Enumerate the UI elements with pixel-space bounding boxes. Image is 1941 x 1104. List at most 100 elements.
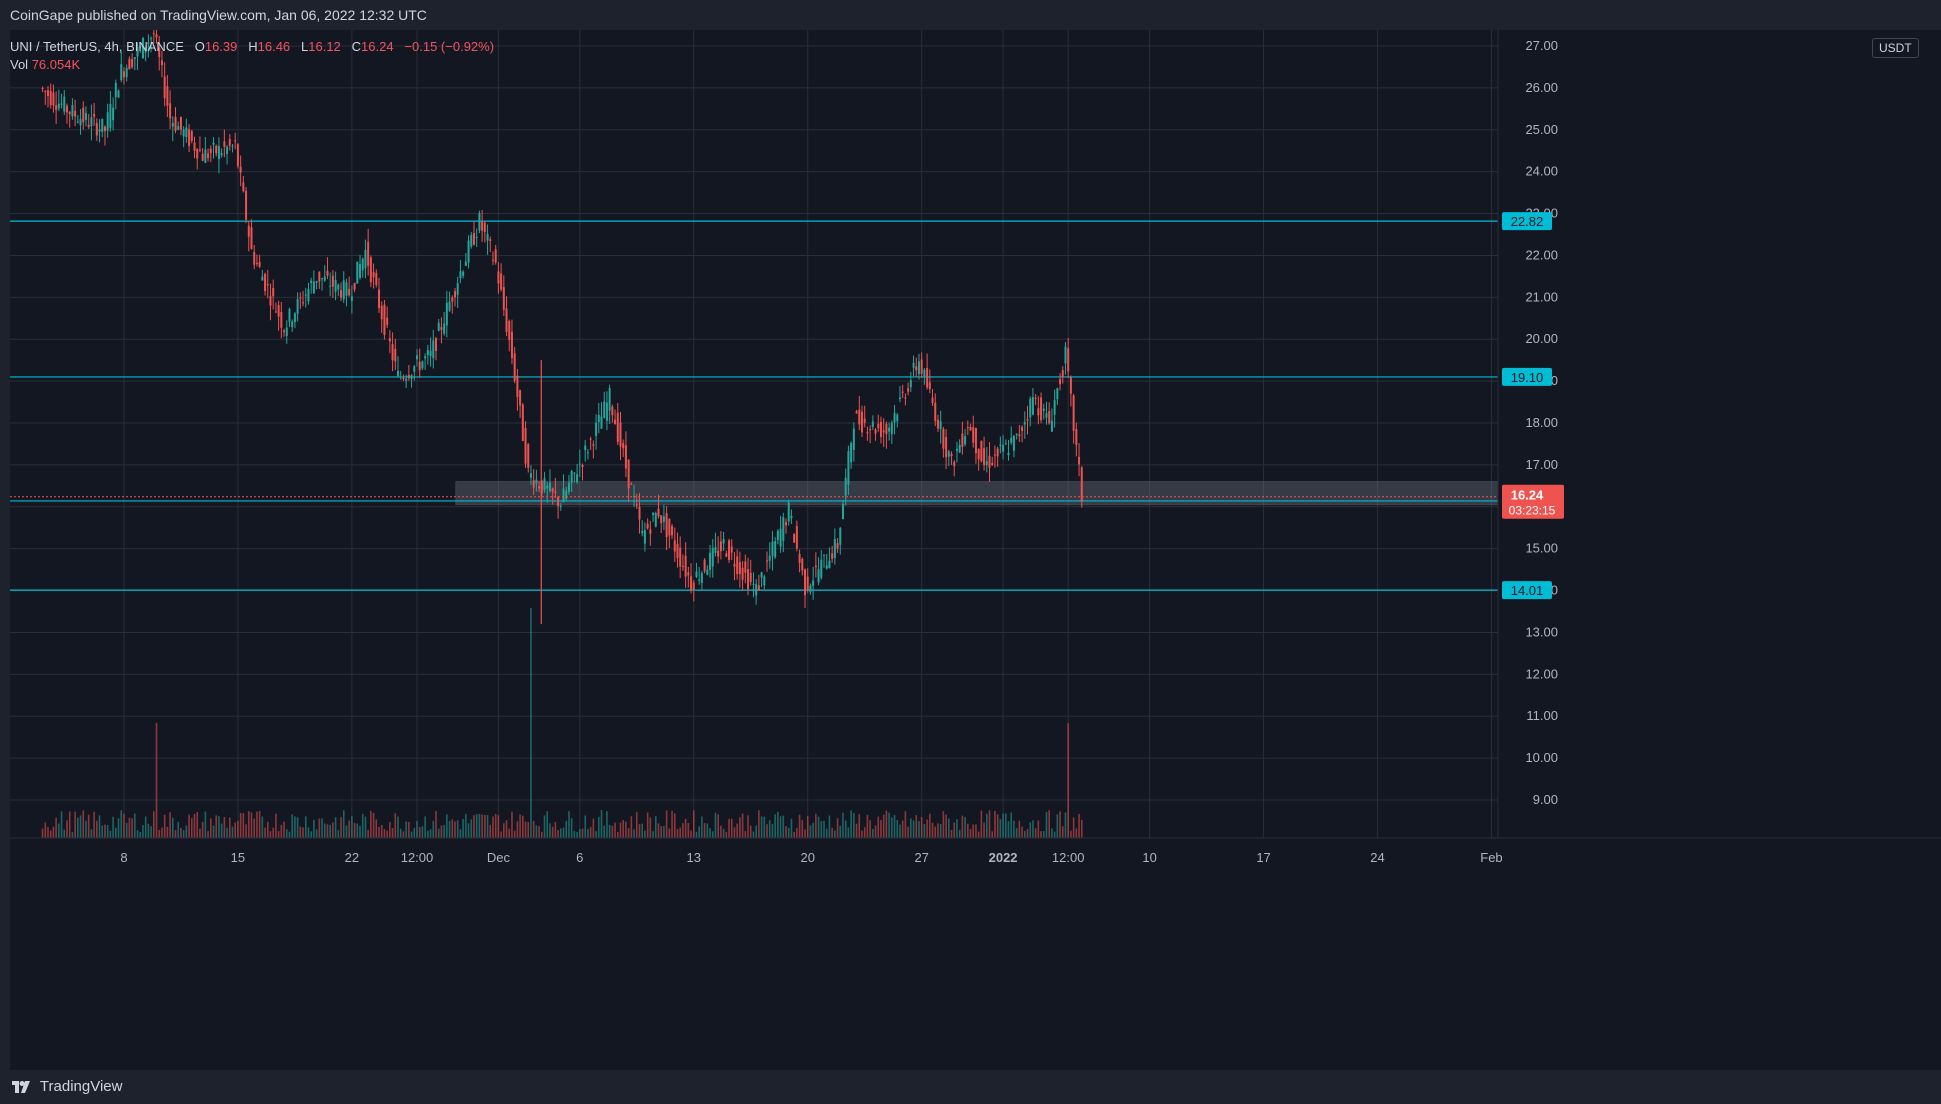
volume-bar [858,814,861,838]
volume-bar [627,828,630,838]
close-label: C [351,39,362,54]
volume-bar [825,828,828,838]
candle-body [1067,348,1070,372]
candlestick-chart[interactable]: 27.0026.0025.0024.0023.0022.0021.0020.00… [10,30,1941,1070]
candle-body [652,513,655,516]
volume-bar [96,820,98,838]
candle-body [654,513,657,527]
candle-body [369,257,372,283]
candle-body [841,503,844,520]
candle-body [103,126,106,132]
volume-bar [391,827,394,838]
time-tick-label: 15 [231,850,245,865]
volume-bar [579,829,581,838]
candle-body [985,461,988,465]
volume-bar [714,812,717,838]
volume-bar [576,831,578,838]
candle-body [988,455,991,468]
candle-body [907,388,910,392]
volume-bar [549,823,551,838]
candle-body [55,105,58,110]
volume-bar [1029,822,1032,838]
volume-bar [698,826,700,838]
symbol-name[interactable]: UNI / TetherUS, 4h, BINANCE [10,39,184,54]
candle-body [413,366,416,372]
volume-bar [163,814,166,838]
candle-body [302,302,305,304]
volume-bar [760,816,763,838]
candle-body [928,382,931,390]
candle-body [703,559,706,571]
candle-body [508,320,511,340]
volume-bar [489,824,492,838]
level-tag-label: 14.01 [1511,583,1544,598]
volume-bar [595,831,597,838]
volume-bar [828,815,831,838]
volume-bar [55,817,57,838]
volume-bar [315,829,318,838]
candle-body [150,38,153,40]
volume-bar [717,814,719,838]
volume-bar [1045,811,1048,838]
volume-bar [793,831,795,838]
candle-body [74,110,77,117]
volume-bar [180,828,182,838]
candle-body [573,472,576,474]
volume-bar [380,825,383,838]
candle-body [60,103,63,105]
candle-body [1029,398,1032,418]
candle-body [814,565,817,568]
brand-name[interactable]: TradingView [39,1078,123,1095]
volume-bar [239,813,242,838]
candle-body [700,572,703,583]
volume-bar [872,829,874,838]
candle-body [356,261,359,284]
candle-body [529,473,532,478]
volume-bar [606,811,608,838]
volume-bar [611,825,614,838]
volume-bar [939,823,942,838]
volume-bar [226,827,228,838]
candle-body [405,378,408,381]
chart-area[interactable]: 27.0026.0025.0024.0023.0022.0021.0020.00… [10,30,1941,1070]
volume-bar [736,823,738,838]
candle-body [823,554,825,556]
volume-bar [532,820,535,838]
time-axis[interactable]: 8 15 22 12:00 Dec 6 13 20 27 2022 12:00 10 17 24 Feb [10,837,1941,1070]
volume-bar [1059,811,1061,838]
volume-bar [834,830,836,838]
volume-bar [592,818,595,838]
candle-body [426,349,429,356]
candle-body [52,92,55,106]
volume-bar [996,814,999,838]
candle-body [106,112,109,131]
volume-bar [806,816,809,838]
candle-body [825,565,828,569]
volume-bar [869,820,871,838]
volume-bar [554,822,557,838]
volume-bar [644,830,646,838]
candle-body [828,560,831,569]
candle-body [296,299,299,314]
volume-bar [508,828,511,838]
volume-bar [131,818,133,838]
candle-body [926,367,929,388]
volume-bar [158,829,161,838]
volume-bar [41,828,44,838]
volume-bar [372,812,375,838]
time-tick-label: Dec [487,850,511,865]
volume-bar [307,827,310,838]
volume-bar [522,815,524,838]
candle-body [315,280,318,283]
candle-body [109,104,112,128]
candle-body [679,547,682,567]
volume-bar [304,816,307,838]
volume-bar [744,830,747,838]
candle-body [630,483,633,485]
volume-bar [839,825,842,838]
last-price-tag [1502,484,1564,519]
candle-body [692,582,695,590]
candle-body [719,541,722,552]
candle-body [245,190,248,220]
currency-badge[interactable]: USDT [1872,38,1919,58]
